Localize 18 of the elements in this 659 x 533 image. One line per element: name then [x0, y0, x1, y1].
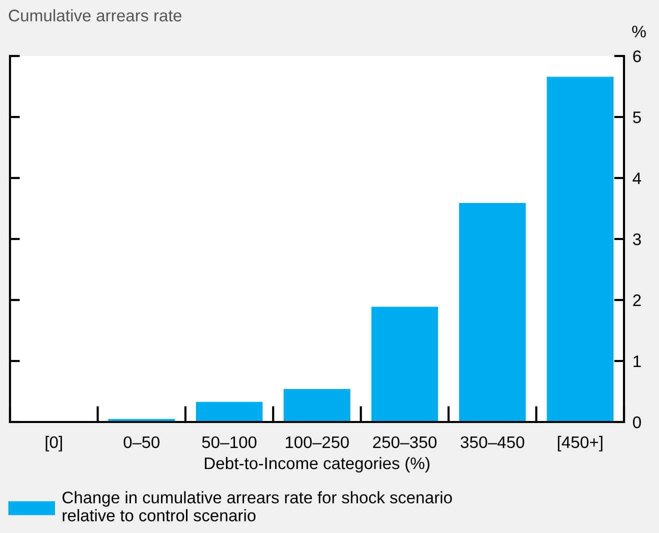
x-tick-label: 100–250: [286, 436, 349, 448]
chart-subtitle: Cumulative arrears rate: [8, 9, 182, 22]
y-tick-label: 3: [632, 233, 641, 246]
y-tick-label: 0: [632, 416, 641, 428]
legend-label: Change in cumulative arrears rate for shock scenario relative to control scenario: [62, 491, 452, 522]
x-tick-label: [450+]: [558, 436, 602, 452]
x-tick-label: 350–450: [460, 436, 524, 448]
y-tick-label: 6: [633, 50, 641, 62]
y-tick-label: 4: [632, 172, 642, 184]
x-tick-label: 50–100: [202, 436, 256, 448]
y-tick-label: 1: [634, 356, 641, 368]
x-axis-title: Debt-to-Income categories (%): [204, 456, 430, 473]
x-tick-label: 0–50: [124, 436, 160, 448]
y-tick-label: 5: [633, 112, 641, 124]
y-axis-title: %: [632, 26, 646, 38]
x-tick-label: 250–350: [373, 436, 437, 448]
y-tick-label: 2: [633, 294, 641, 306]
x-tick-label: [0]: [46, 436, 62, 452]
